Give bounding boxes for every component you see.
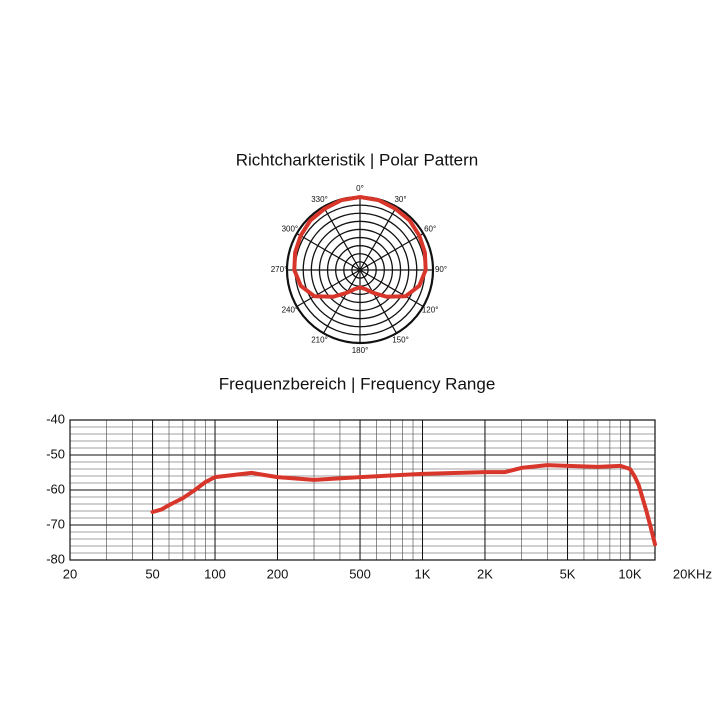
x-tick-label: 5K (560, 566, 576, 581)
polar-spoke (359, 269, 424, 308)
angle-label: 120° (422, 306, 439, 315)
angle-label: 60° (424, 225, 436, 234)
angle-label: 180° (352, 346, 369, 355)
angle-label: 270° (271, 265, 288, 274)
x-tick-label: 20KHz (673, 566, 712, 581)
angle-label: 300° (282, 225, 299, 234)
y-tick-label: -40 (46, 411, 65, 426)
angle-label: 210° (311, 335, 328, 344)
angle-label: 90° (435, 265, 447, 274)
response-line (150, 463, 657, 547)
polar-pattern (292, 194, 428, 299)
polar-spoke (296, 269, 361, 308)
x-tick-label: 20 (63, 566, 77, 581)
angle-label: 0° (356, 184, 364, 193)
polar-spoke (359, 232, 424, 271)
y-tick-label: -60 (46, 481, 65, 496)
y-tick-label: -50 (46, 446, 65, 461)
angle-label: 330° (311, 195, 328, 204)
polar-spoke (322, 206, 361, 271)
polar-spoke (322, 269, 361, 334)
angle-label: 240° (282, 306, 299, 315)
x-tick-label: 50 (145, 566, 159, 581)
x-tick-label: 200 (267, 566, 289, 581)
x-tick-label: 100 (204, 566, 226, 581)
plot-frame (69, 419, 656, 561)
polar-title: Richtcharkteristik | Polar Pattern (236, 150, 479, 169)
polar-spoke (359, 206, 398, 271)
angle-label: 150° (392, 335, 409, 344)
x-tick-label: 2K (477, 566, 493, 581)
x-tick-label: 500 (349, 566, 371, 581)
y-tick-label: -70 (46, 516, 65, 531)
frequency-title: Frequenzbereich | Frequency Range (219, 374, 496, 393)
polar-spoke (359, 269, 398, 334)
x-tick-label: 1K (415, 566, 431, 581)
polar-spoke (296, 232, 361, 271)
x-tick-label: 10K (618, 566, 641, 581)
y-tick-label: -80 (46, 551, 65, 566)
angle-label: 30° (394, 195, 406, 204)
